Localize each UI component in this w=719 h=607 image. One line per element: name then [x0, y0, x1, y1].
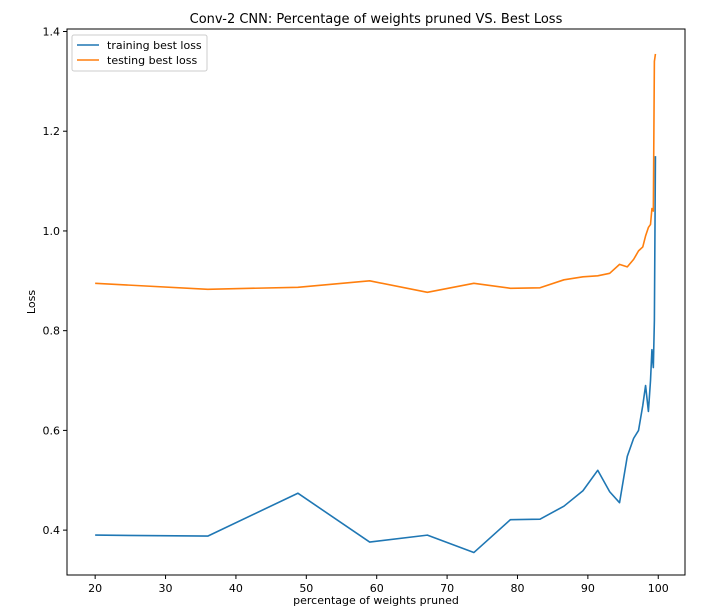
- x-tick-label: 100: [648, 582, 669, 595]
- x-axis-ticks: 20 30 40 50 60 70 80 90 100: [88, 575, 669, 595]
- legend-box: [71, 34, 208, 72]
- y-tick-label: 0.4: [43, 524, 61, 537]
- y-tick-label: 1.0: [43, 225, 61, 238]
- x-tick-label: 60: [370, 582, 384, 595]
- x-tick-label: 50: [299, 582, 313, 595]
- x-tick-label: 40: [229, 582, 243, 595]
- x-tick-label: 30: [159, 582, 173, 595]
- y-axis-ticks: 0.4 0.6 0.8 1.0 1.2 1.4: [43, 25, 67, 537]
- plot-frame: [66, 28, 686, 576]
- x-tick-label: 90: [581, 582, 595, 595]
- y-tick-label: 0.6: [43, 424, 61, 437]
- legend: training best loss testing best loss: [71, 34, 208, 72]
- x-tick-label: 70: [440, 582, 454, 595]
- legend-label-training: training best loss: [107, 39, 202, 52]
- series-line-training: [95, 156, 657, 554]
- chart-title: Conv-2 CNN: Percentage of weights pruned…: [190, 12, 563, 27]
- y-tick-label: 1.4: [43, 25, 61, 38]
- x-tick-label: 80: [510, 582, 524, 595]
- y-tick-label: 1.2: [43, 125, 61, 138]
- x-tick-label: 20: [88, 582, 102, 595]
- series-line-testing: [95, 53, 657, 294]
- x-axis-label: percentage of weights pruned: [293, 594, 459, 607]
- y-tick-label: 0.8: [43, 325, 61, 338]
- legend-label-testing: testing best loss: [107, 54, 197, 67]
- y-axis-label: Loss: [25, 290, 38, 314]
- series-layer: [95, 53, 657, 554]
